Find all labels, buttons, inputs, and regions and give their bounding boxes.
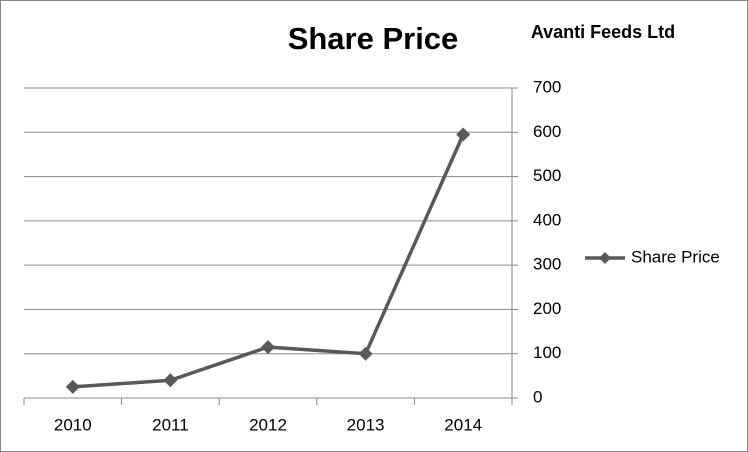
y-tick-label: 500 xyxy=(533,166,561,185)
y-tick-label: 100 xyxy=(533,343,561,362)
annotation: Avanti Feeds Ltd xyxy=(531,22,675,42)
y-tick-label: 200 xyxy=(533,299,561,318)
legend-label: Share Price xyxy=(631,247,720,266)
y-tick-label: 400 xyxy=(533,210,561,229)
data-point xyxy=(163,373,178,388)
data-point xyxy=(261,340,275,355)
x-tick-label: 2013 xyxy=(347,415,385,434)
x-tick-label: 2010 xyxy=(54,415,92,434)
chart-title: Share Price xyxy=(288,21,459,56)
y-tick-label: 600 xyxy=(533,122,561,141)
legend-marker xyxy=(599,252,611,264)
data-point xyxy=(456,127,471,142)
y-tick-label: 300 xyxy=(533,255,561,274)
x-tick-label: 2014 xyxy=(444,415,482,434)
data-point xyxy=(358,346,373,361)
y-tick-label: 0 xyxy=(533,387,542,406)
x-tick-label: 2011 xyxy=(152,415,189,434)
data-point xyxy=(65,379,80,394)
x-tick-label: 2012 xyxy=(249,415,287,434)
y-tick-label: 700 xyxy=(533,77,561,96)
